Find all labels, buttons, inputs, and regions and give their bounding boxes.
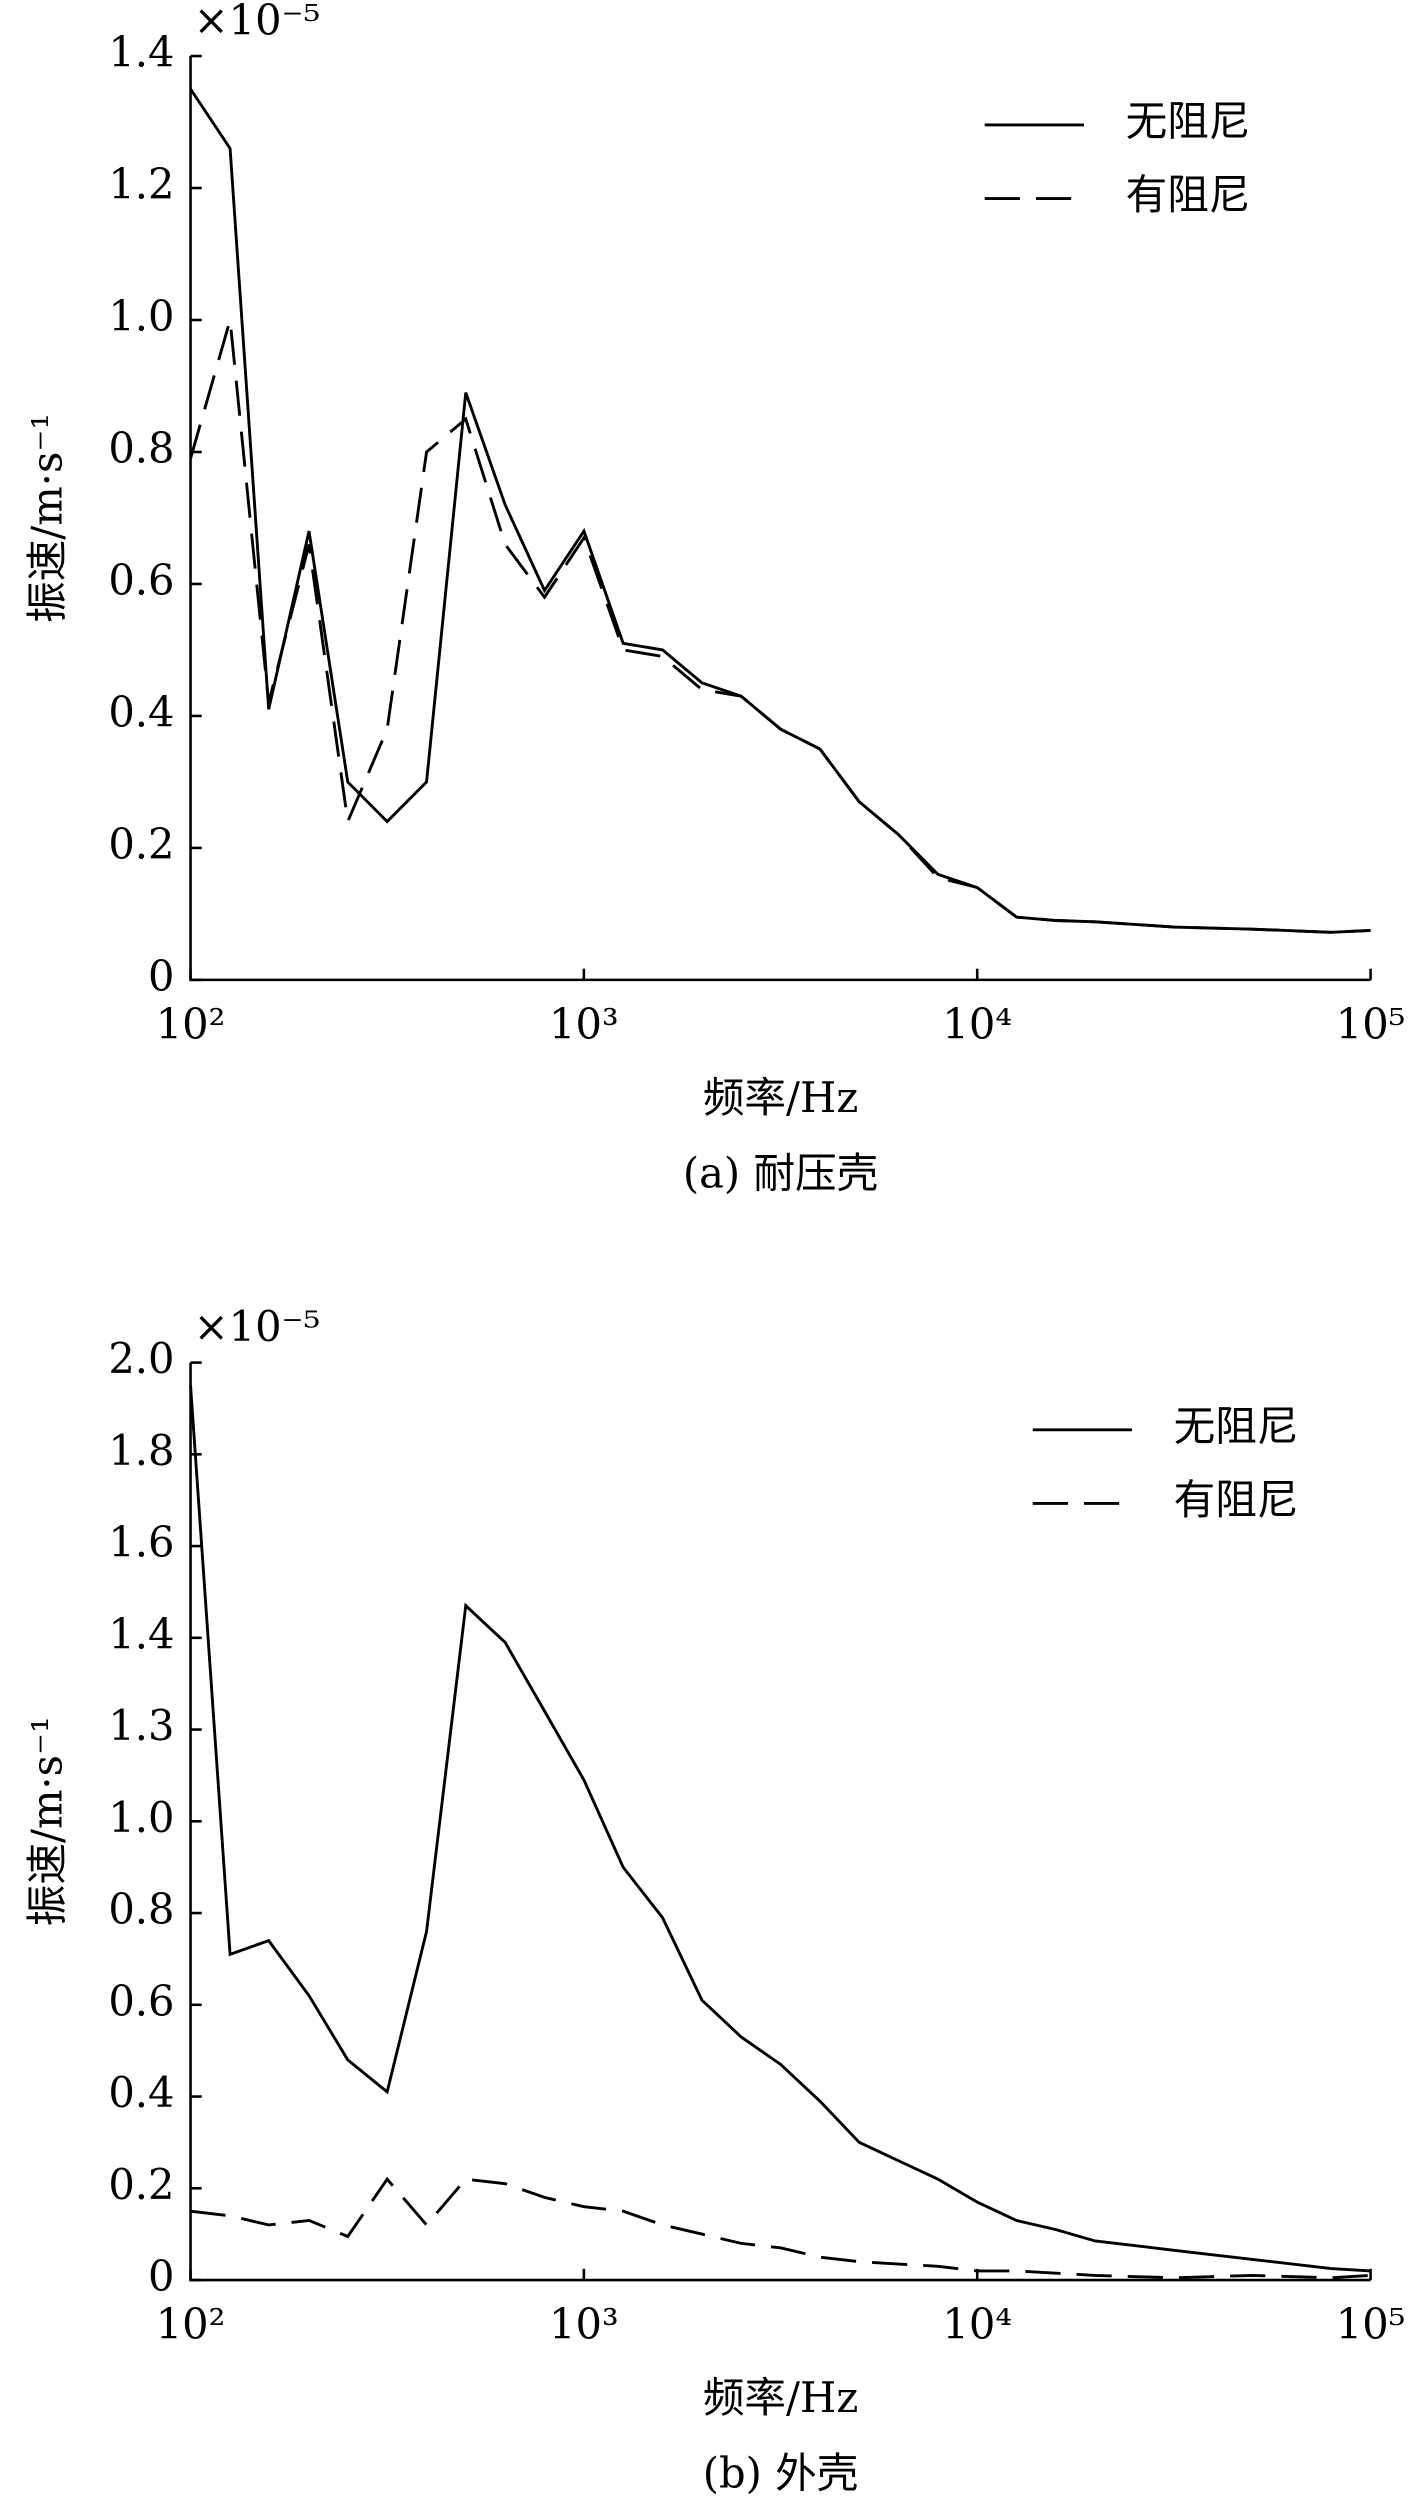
y-tick-label: 1.0 <box>108 1793 174 1842</box>
x-tick-label: 10³ <box>549 2300 619 2349</box>
x-tick-label: 10⁴ <box>942 999 1012 1048</box>
legend-label: 有阻尼 <box>1126 170 1251 219</box>
x-tick-label: 10³ <box>549 999 619 1048</box>
y-axis-label: 振速/m·s⁻¹ <box>23 413 72 623</box>
y-multiplier: ×10⁻⁵ <box>194 0 320 45</box>
line-series <box>189 319 1371 934</box>
y-tick-label: 1.0 <box>108 292 174 341</box>
caption: (a) 耐压壳 <box>683 1148 878 1197</box>
y-multiplier: ×10⁻⁵ <box>194 1302 320 1351</box>
y-tick-label: 1.3 <box>108 1701 174 1750</box>
legend-label: 无阻尼 <box>1174 1401 1299 1450</box>
y-tick-label: 0.4 <box>108 2068 174 2117</box>
legend-label: 有阻尼 <box>1174 1475 1299 1524</box>
line-series <box>189 1385 1371 2273</box>
line-series <box>190 2176 1371 2280</box>
caption: (b) 外壳 <box>703 2448 859 2497</box>
x-tick-label: 10² <box>156 999 226 1048</box>
x-tick-label: 10⁵ <box>1336 2300 1406 2349</box>
y-tick-label: 1.2 <box>108 160 174 209</box>
x-axis-label: 频率/Hz <box>703 2373 858 2422</box>
legend-label: 无阻尼 <box>1126 96 1251 145</box>
x-tick-label: 10⁴ <box>942 2300 1012 2349</box>
x-tick-label: 10² <box>156 2300 226 2349</box>
y-tick-label: 0 <box>148 951 174 1000</box>
y-axis-label: 振速/m·s⁻¹ <box>23 1716 72 1926</box>
y-tick-label: 0.8 <box>108 1885 174 1934</box>
y-tick-label: 2.0 <box>108 1334 174 1383</box>
y-tick-label: 0.6 <box>108 1976 174 2025</box>
y-tick-label: 0.4 <box>108 687 174 736</box>
x-axis-label: 频率/Hz <box>703 1073 858 1122</box>
y-tick-label: 1.4 <box>108 1609 174 1658</box>
x-tick-label: 10⁵ <box>1336 999 1406 1048</box>
y-tick-label: 0.2 <box>108 2160 174 2209</box>
y-tick-label: 0.6 <box>108 555 174 604</box>
y-tick-label: 1.6 <box>108 1518 174 1567</box>
y-tick-label: 0 <box>148 2252 174 2301</box>
line-series <box>189 88 1371 934</box>
y-tick-label: 0.2 <box>108 819 174 868</box>
y-tick-label: 1.8 <box>108 1426 174 1475</box>
y-tick-label: 1.4 <box>108 28 174 77</box>
y-tick-label: 0.8 <box>108 423 174 472</box>
